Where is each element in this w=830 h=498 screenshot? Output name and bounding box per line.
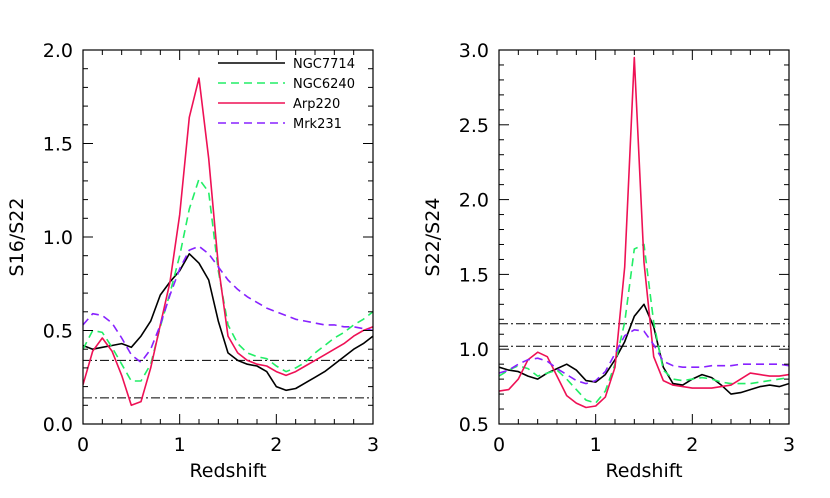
x-tick-label: 3 [367, 434, 379, 456]
y-tick-label: 0.5 [43, 321, 73, 343]
y-tick-label: 1.5 [43, 134, 73, 156]
y-tick-label: 2.0 [43, 40, 73, 62]
y-axis-label: S16/S22 [6, 198, 28, 277]
x-axis-label: Redshift [605, 460, 682, 482]
x-tick-label: 1 [590, 434, 602, 456]
series-line-arp220 [499, 56, 789, 409]
x-tick-label: 0 [493, 434, 505, 456]
series-line-mrk231 [499, 328, 789, 385]
y-tick-label: 0.0 [43, 414, 73, 436]
y-tick-label: 2.0 [459, 190, 489, 212]
x-tick-label: 0 [77, 434, 89, 456]
series-line-ngc6240 [83, 178, 373, 382]
legend-label-ngc6240: NGC6240 [293, 77, 355, 92]
legend-label-mrk231: Mrk231 [293, 117, 342, 132]
chart-panel-1: 0 1 2 3 0.0 0.5 1.0 1.5 2.0 Redshift S16/S22 NGC771… [6, 40, 379, 482]
x-axis-label: Redshift [189, 460, 266, 482]
y-tick-label: 1.0 [459, 339, 489, 361]
x-tick-label: 2 [686, 434, 698, 456]
series-line-mrk231 [83, 245, 373, 364]
series-line-arp220 [83, 77, 373, 407]
series-line-ngc7714 [83, 253, 373, 392]
legend-label-ngc7714: NGC7714 [293, 57, 355, 72]
y-tick-label: 1.0 [43, 227, 73, 249]
y-axis-label: S22/S24 [422, 198, 444, 277]
x-tick-label: 1 [174, 434, 186, 456]
y-tick-label: 1.5 [459, 264, 489, 286]
series-line-ngc7714 [499, 303, 789, 395]
y-tick-label: 2.5 [459, 115, 489, 137]
legend: NGC7714 NGC6240 Arp220 Mrk231 [218, 57, 355, 132]
series-line-ngc6240 [499, 243, 789, 404]
chart-panel-2: 0 1 2 3 0.5 1.0 1.5 2.0 2.5 3.0 Redshift S22/S24 [422, 40, 795, 482]
plot-frame [498, 49, 790, 425]
legend-label-arp220: Arp220 [293, 97, 340, 112]
y-tick-label: 0.5 [459, 414, 489, 436]
y-tick-label: 3.0 [459, 40, 489, 62]
x-tick-label: 2 [270, 434, 282, 456]
x-tick-label: 3 [783, 434, 795, 456]
